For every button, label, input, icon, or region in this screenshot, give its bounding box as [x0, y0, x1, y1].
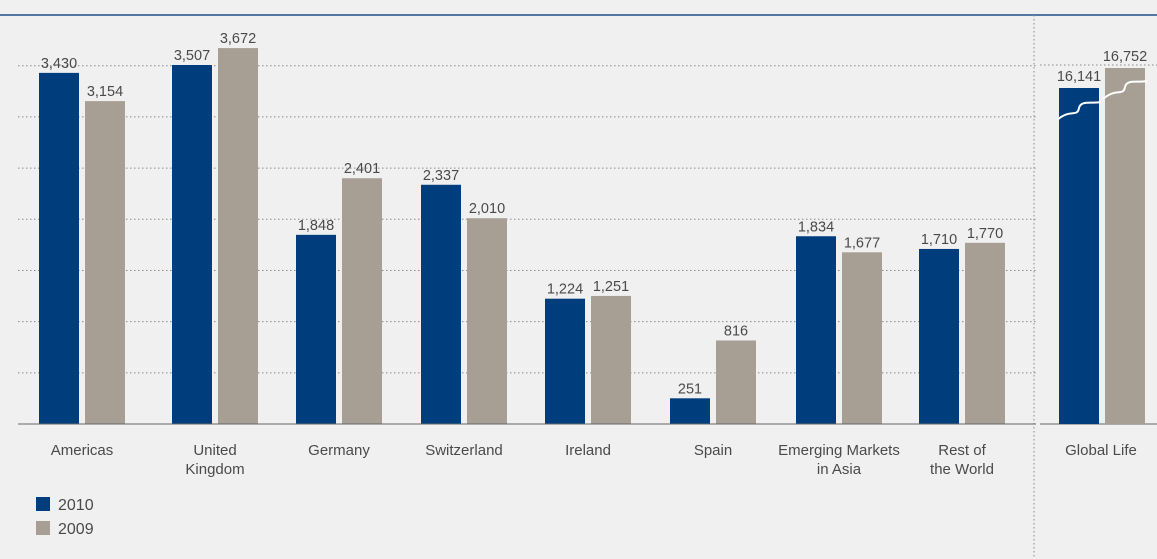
data-label: 1,770	[967, 226, 1003, 242]
total-category-label: Global Life	[1065, 442, 1137, 459]
axis-break-mark	[1056, 101, 1102, 121]
category-label: Germany	[308, 442, 370, 459]
data-label: 251	[678, 381, 702, 397]
total-bar-2010	[1059, 88, 1099, 424]
data-label: 2,401	[344, 161, 380, 177]
data-label: 1,224	[547, 282, 583, 298]
data-label: 1,834	[798, 219, 834, 235]
bar-2009	[85, 101, 125, 424]
bar-2010	[296, 234, 336, 424]
bar-2010	[172, 64, 212, 424]
bar-2009	[591, 295, 631, 424]
total-bar-2009	[1105, 68, 1145, 424]
data-label: 1,677	[844, 235, 880, 251]
data-label: 2,337	[423, 168, 459, 184]
bar-2009	[342, 178, 382, 424]
data-label: 3,430	[41, 56, 77, 72]
bar-2009	[467, 218, 507, 424]
category-label: Rest of	[938, 442, 986, 459]
axis-break-mark	[1102, 80, 1148, 100]
bar-2009	[842, 252, 882, 424]
bar-2010	[919, 248, 959, 424]
bar-2009	[716, 340, 756, 424]
category-label: the World	[930, 461, 994, 478]
bar-2010	[670, 398, 710, 424]
data-label: 1,848	[298, 218, 334, 234]
data-label: 3,154	[87, 84, 123, 100]
data-label: 816	[724, 323, 748, 339]
legend-label: 2009	[58, 521, 94, 538]
legend-swatch-2010	[36, 497, 50, 511]
bar-2009	[965, 242, 1005, 424]
category-label: United	[193, 442, 236, 459]
data-label: 1,710	[921, 232, 957, 248]
bar-2009	[218, 48, 258, 425]
data-label: 3,672	[220, 31, 256, 47]
category-label: in Asia	[817, 461, 862, 478]
legend-swatch-2009	[36, 521, 50, 535]
category-label: Emerging Markets	[778, 442, 900, 459]
category-label: Spain	[694, 442, 732, 459]
total-data-label: 16,752	[1103, 49, 1147, 65]
category-label: Kingdom	[185, 461, 244, 478]
category-label: Switzerland	[425, 442, 503, 459]
data-label: 2,010	[469, 201, 505, 217]
legend-label: 2010	[58, 497, 94, 514]
bar-2010	[39, 72, 79, 424]
bar-2010	[545, 298, 585, 424]
category-label: Ireland	[565, 442, 611, 459]
category-label: Americas	[51, 442, 114, 459]
total-data-label: 16,141	[1057, 69, 1101, 85]
bar-2010	[796, 236, 836, 424]
data-label: 3,507	[174, 48, 210, 64]
bar-2010	[421, 184, 461, 424]
data-label: 1,251	[593, 279, 629, 295]
